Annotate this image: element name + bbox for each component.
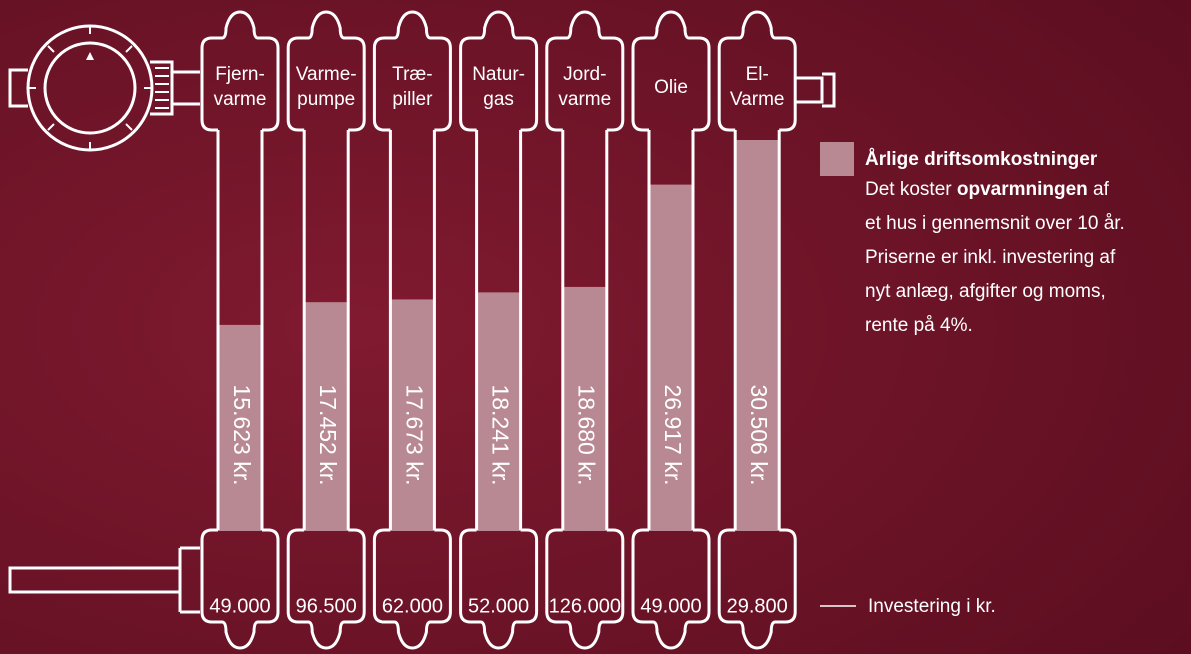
category-label: gas [483,89,514,110]
legend-description: Det koster opvarmningen af [865,179,1110,200]
category-label: Træ- [392,64,432,85]
radiator-column [717,10,797,650]
value-label: 26.917 kr. [660,384,686,485]
legend-swatch [820,142,854,176]
radiator-column [372,10,452,650]
bar [304,302,349,531]
investment-label: 49.000 [640,595,701,617]
category-label: Varme [730,89,785,110]
bar [562,286,607,531]
value-label: 17.452 kr. [315,384,341,485]
value-label: 17.673 kr. [401,384,427,485]
radiator-column [200,10,280,650]
legend-description: nyt anlæg, afgifter og moms, [865,281,1106,302]
bar [390,299,435,531]
investment-label: 96.500 [296,595,357,617]
category-label: Varme- [296,64,357,85]
investment-label: 49.000 [209,595,270,617]
value-label: 30.506 kr. [746,384,772,485]
description-part: opvarmningen [957,179,1088,200]
bar [735,140,780,531]
category-label: Olie [654,77,688,98]
value-label: 15.623 kr. [229,384,255,485]
bar [649,184,693,531]
radiator-column [459,10,539,650]
description-part: Priserne er inkl. investering af [865,247,1116,268]
category-label: Natur- [472,64,525,85]
value-label: 18.241 kr. [488,384,514,485]
category-label: varme [214,89,267,110]
investment-label: 126.000 [549,595,621,617]
legend-title: Årlige driftsomkostninger [865,149,1098,170]
category-label: pumpe [297,89,355,110]
bar [476,292,521,531]
description-part: nyt anlæg, afgifter og moms, [865,281,1106,302]
value-label: 18.680 kr. [574,384,600,485]
investment-label: 62.000 [382,595,443,617]
category-label: varme [558,89,611,110]
radiator-column [631,10,711,650]
radiator-column [545,10,625,650]
category-label: El- [746,64,769,85]
description-part: Det koster [865,179,957,200]
legend-description: rente på 4%. [865,315,973,336]
investment-label: 29.800 [727,595,788,617]
bar [218,324,262,531]
category-label: Jord- [563,64,606,85]
category-label: Fjern- [215,64,265,85]
description-part: af [1088,179,1110,200]
category-label: piller [392,89,433,110]
legend-description: et hus i gennemsnit over 10 år. [865,213,1125,234]
investment-title: Investering i kr. [868,596,996,617]
radiator-column [286,10,366,650]
description-part: et hus i gennemsnit over 10 år. [865,213,1125,234]
legend-description: Priserne er inkl. investering af [865,247,1116,268]
radiator-fittings [8,24,856,614]
investment-label: 52.000 [468,595,529,617]
description-part: rente på 4%. [865,315,973,336]
